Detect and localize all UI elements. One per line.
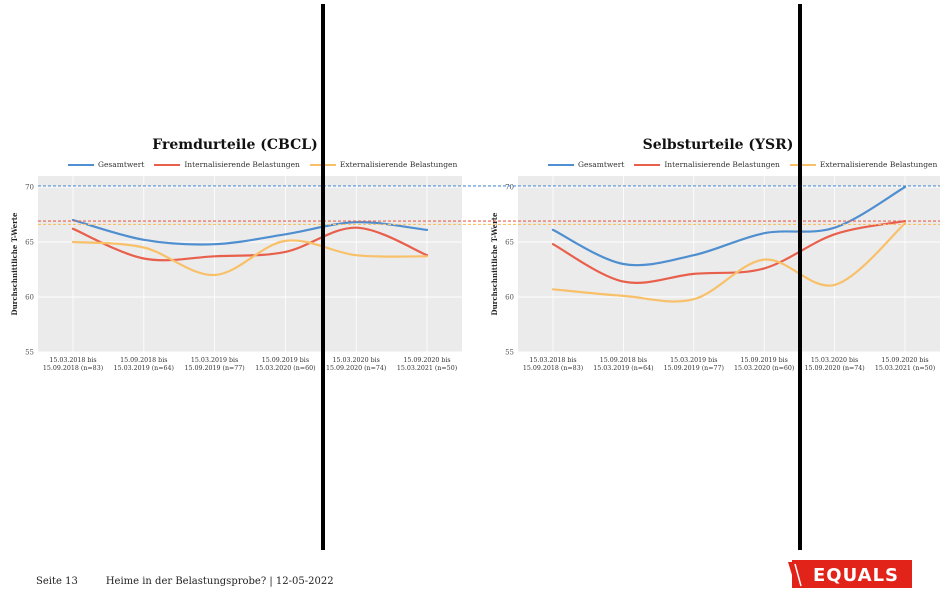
x-tick-label: 15.09.2020 bis [403, 357, 450, 364]
series-line [551, 185, 907, 267]
y-tick-label: 60 [25, 294, 34, 302]
legend-swatch [548, 163, 574, 166]
legend-item: Gesamtwert [548, 160, 624, 169]
x-tick-label: 15.09.2018 bis [600, 357, 647, 364]
x-tick-label: 15.09.2020 bis [881, 357, 928, 364]
legend-label: Gesamtwert [578, 160, 625, 169]
page-footer: Seite 13 Heime in der Belastungsprobe? |… [36, 576, 334, 587]
series-line [71, 218, 429, 246]
x-tick-label: 15.09.2019 bis [741, 357, 788, 364]
legend-item: Externalisierende Belastungen [309, 160, 458, 169]
document-title: Heime in der Belastungsprobe? | 12-05-20… [105, 576, 334, 587]
logo-text: EQUALS [813, 565, 899, 586]
x-tick-label: 15.03.2020 (n=60) [255, 365, 315, 372]
x-tick-label: 15.03.2018 bis [49, 357, 96, 364]
x-tick-label: 15.09.2019 (n=77) [184, 365, 244, 372]
x-tick-label: 15.03.2021 (n=50) [875, 365, 935, 372]
legend-item: Internalisierende Belastungen [634, 160, 780, 169]
plot-background [518, 176, 940, 352]
x-tick-label: 15.03.2021 (n=50) [397, 365, 457, 372]
equals-logo: EQUALS [788, 560, 912, 588]
y-tick-label: 70 [25, 184, 34, 192]
series-line [71, 239, 429, 277]
logo-background [792, 560, 912, 588]
legend-label: Internalisierende Belastungen [664, 160, 780, 169]
chart-title-cbcl: Fremdurteile (CBCL) [152, 137, 318, 153]
chart-title-ysr: Selbsturteile (YSR) [642, 137, 794, 153]
legend-item: Internalisierende Belastungen [154, 160, 300, 169]
x-tick-label: 15.09.2018 bis [120, 357, 167, 364]
y-axis-label: Durchschnittliche T-Werte [490, 212, 499, 316]
series-line [551, 222, 907, 303]
x-tick-label: 15.03.2018 bis [529, 357, 576, 364]
x-tick-label: 15.03.2019 (n=64) [114, 365, 174, 372]
x-tick-label: 15.09.2019 bis [262, 357, 309, 364]
x-tick-label: 15.03.2019 (n=64) [593, 365, 653, 372]
legend-swatch [634, 163, 661, 166]
x-tick-label: 15.09.2020 (n=74) [804, 365, 864, 372]
y-tick-label: 70 [505, 184, 514, 192]
series-line [551, 220, 907, 284]
plot-background [38, 176, 462, 352]
x-tick-label: 15.03.2019 bis [191, 357, 238, 364]
legend-item: Externalisierende Belastungen [789, 160, 938, 169]
legend-swatch [154, 163, 181, 166]
x-tick-label: 15.03.2019 bis [670, 357, 717, 364]
series-line [71, 226, 429, 262]
legend-swatch [68, 163, 94, 166]
y-tick-label: 65 [25, 239, 34, 247]
logo-clip-stroke [794, 563, 802, 587]
legend-label: Internalisierende Belastungen [184, 160, 300, 169]
x-tick-label: 15.03.2020 bis [333, 357, 380, 364]
legend-item: Gesamtwert [68, 160, 144, 169]
legend-label: Externalisierende Belastungen [819, 160, 938, 169]
legend-label: Externalisierende Belastungen [339, 160, 458, 169]
y-tick-label: 55 [505, 349, 514, 357]
x-tick-label: 15.09.2019 (n=77) [664, 365, 724, 372]
page-number: Seite 13 [36, 576, 78, 587]
x-tick-label: 15.03.2020 bis [811, 357, 858, 364]
y-tick-label: 60 [505, 294, 514, 302]
y-tick-label: 55 [25, 349, 34, 357]
legend-swatch [309, 163, 336, 166]
x-tick-label: 15.09.2018 (n=83) [43, 365, 103, 372]
x-tick-label: 15.09.2020 (n=74) [326, 365, 386, 372]
legend-swatch [789, 163, 816, 166]
legend-cbcl: Gesamtwert Internalisierende Belastungen… [68, 160, 457, 169]
x-tick-label: 15.09.2018 (n=83) [523, 365, 583, 372]
logo-clip-icon [788, 562, 800, 588]
legend-ysr: Gesamtwert Internalisierende Belastungen… [548, 160, 937, 169]
y-axis-label: Durchschnittliche T-Werte [10, 212, 19, 316]
y-tick-label: 65 [505, 239, 514, 247]
x-tick-label: 15.03.2020 (n=60) [734, 365, 794, 372]
legend-label: Gesamtwert [98, 160, 145, 169]
